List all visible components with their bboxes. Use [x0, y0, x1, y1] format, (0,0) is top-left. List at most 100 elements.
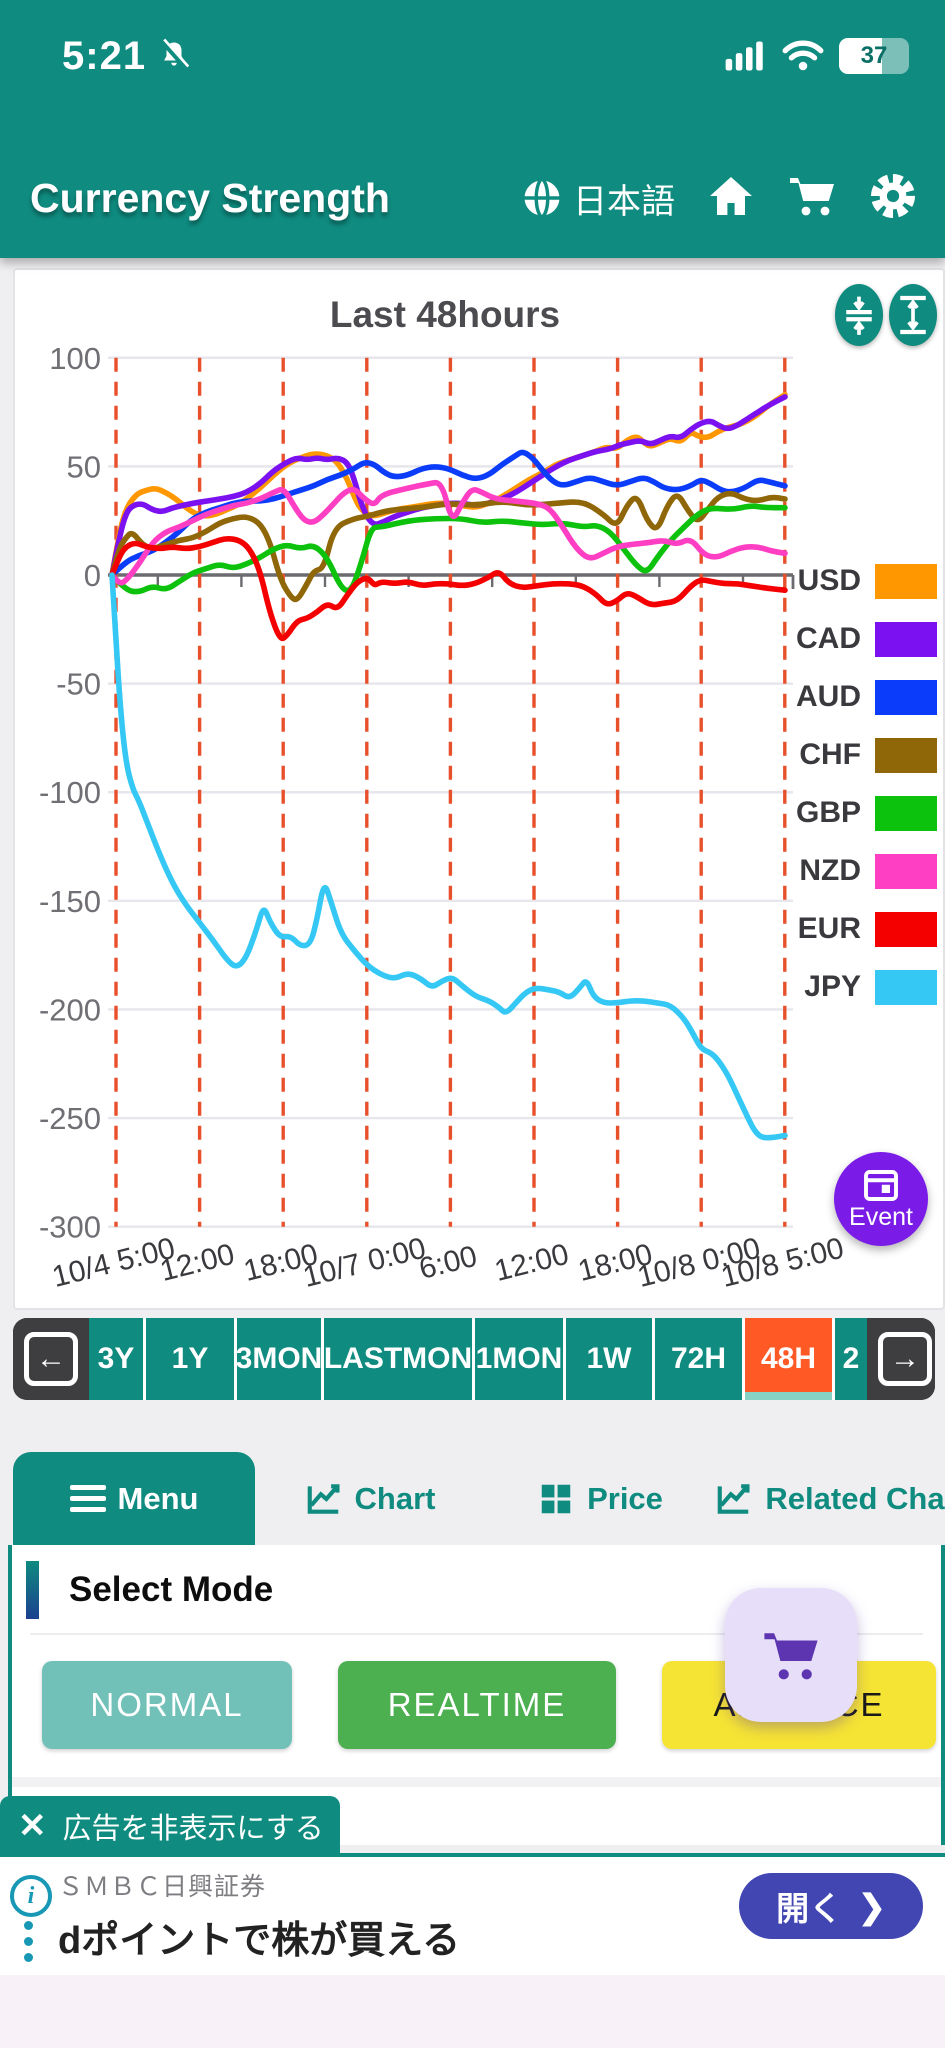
tab-menu[interactable]: Menu [13, 1452, 255, 1545]
ad-open-button[interactable]: 開く ❯ [739, 1873, 923, 1939]
hide-ad-button[interactable]: ✕ 広告を非表示にする [0, 1796, 340, 1856]
divider [30, 1633, 923, 1635]
expand-icon [900, 295, 926, 335]
legend-swatch [875, 621, 937, 657]
series-line-gbp [109, 503, 788, 595]
legend-swatch [875, 795, 937, 831]
legend-label: AUD [796, 680, 861, 713]
event-label: Event [849, 1202, 913, 1231]
legend-label: NZD [799, 854, 861, 887]
legend-label: CHF [799, 738, 861, 771]
ad-headline: dポイントで株が買える [58, 1920, 461, 1962]
arrow-left-icon: ← [24, 1332, 78, 1386]
timeframe-option-lastmon[interactable]: LASTMON [324, 1318, 472, 1400]
legend-item-eur[interactable]: EUR [787, 900, 937, 958]
legend-item-jpy[interactable]: JPY [787, 958, 937, 1016]
tab-chart[interactable]: Chart [255, 1452, 485, 1545]
language-label: 日本語 [573, 182, 675, 221]
bottom-strip [0, 1971, 945, 2048]
y-axis-tick: -100 [39, 775, 101, 810]
cart-icon [764, 1633, 818, 1680]
tab-label: Price [587, 1480, 663, 1516]
close-icon: ✕ [18, 1807, 47, 1845]
chart-title: Last 48hours [329, 294, 561, 335]
timeframe-selector: ← 3Y 1Y 3MON LASTMON 1MON 1W 72H 48H 2 → [13, 1318, 935, 1400]
y-axis-tick: -250 [39, 1101, 101, 1136]
timeframe-option-1y[interactable]: 1Y [146, 1318, 234, 1400]
compress-icon [846, 296, 872, 335]
chart-card: Last 48hours 100 50 0 -50 -100 -150 -200 -250 -3… [13, 268, 945, 1310]
cart-icon [790, 177, 834, 215]
timeframe-option-1mon[interactable]: 1MON [475, 1318, 563, 1400]
legend-item-chf[interactable]: CHF [787, 726, 937, 784]
series-line-chf [109, 490, 788, 603]
wifi-icon [782, 40, 824, 71]
top-bar: 5:21 37 Currency Strength 日本語 [0, 0, 945, 258]
legend-item-cad[interactable]: CAD [787, 610, 937, 668]
y-axis-tick: -300 [39, 1210, 101, 1245]
legend-swatch [875, 737, 937, 773]
bell-slash-icon [156, 38, 192, 74]
ad-advertiser: ＳＭＢＣ日興証券 [58, 1873, 267, 1901]
timeframe-option-48h[interactable]: 48H [745, 1318, 832, 1400]
globe-icon [521, 177, 563, 219]
ad-banner[interactable]: i ＳＭＢＣ日興証券 dポイントで株が買える 開く ❯ [0, 1853, 945, 1975]
status-icons: 37 [725, 38, 909, 74]
legend-label: CAD [796, 622, 861, 655]
cellular-signal-icon [725, 41, 763, 71]
y-axis-tick: -150 [39, 884, 101, 919]
chart-legend: USD CAD AUD CHF GBP NZD EUR JPY [787, 552, 937, 1016]
mode-button-normal[interactable]: NORMAL [42, 1661, 292, 1749]
legend-item-usd[interactable]: USD [787, 552, 937, 610]
language-switch[interactable]: 日本語 [519, 174, 675, 223]
compress-y-button[interactable] [835, 284, 883, 346]
timeframe-option-3mon[interactable]: 3MON [237, 1318, 321, 1400]
series-line-nzd [109, 479, 788, 586]
legend-swatch [875, 969, 937, 1005]
shop-floating-button[interactable] [725, 1588, 857, 1722]
y-axis-tick: 100 [49, 341, 101, 376]
shop-button[interactable] [787, 172, 837, 225]
timeframe-next-button[interactable]: → [867, 1318, 935, 1400]
legend-item-aud[interactable]: AUD [787, 668, 937, 726]
tab-related-cha[interactable]: Related Cha [715, 1452, 945, 1545]
y-axis-tick: 50 [67, 449, 101, 484]
timeframe-prev-button[interactable]: ← [13, 1318, 89, 1400]
grid-icon [541, 1484, 571, 1513]
tab-bar: Menu Chart Price Related Cha [13, 1452, 945, 1545]
mode-button-realtime[interactable]: REALTIME [338, 1661, 616, 1749]
x-axis-tick: 6:00 [416, 1240, 481, 1286]
timeframe-option-1w[interactable]: 1W [566, 1318, 652, 1400]
hide-ad-label: 広告を非表示にする [62, 1813, 324, 1845]
ad-menu-dots-icon[interactable] [24, 1921, 33, 1962]
section-accent-bar [26, 1561, 39, 1619]
home-icon [710, 176, 752, 215]
x-axis-tick: 12:00 [491, 1238, 572, 1288]
line-chart-icon [307, 1483, 340, 1514]
home-button[interactable] [707, 172, 755, 225]
battery-icon: 37 [839, 38, 909, 74]
legend-item-gbp[interactable]: GBP [787, 784, 937, 842]
status-bar: 5:21 37 [0, 28, 945, 84]
section-gap [12, 1777, 941, 1787]
legend-label: JPY [804, 970, 861, 1003]
legend-label: GBP [795, 796, 861, 829]
menu-icon [69, 1479, 106, 1518]
legend-swatch [875, 679, 937, 715]
expand-y-button[interactable] [889, 284, 937, 346]
settings-button[interactable] [869, 172, 917, 225]
tab-price[interactable]: Price [485, 1452, 715, 1545]
legend-item-nzd[interactable]: NZD [787, 842, 937, 900]
series-line-eur [109, 536, 788, 642]
timeframe-option-3y[interactable]: 3Y [89, 1318, 143, 1400]
app-header: Currency Strength 日本語 [0, 158, 945, 238]
tab-label: Chart [354, 1480, 436, 1516]
event-button[interactable]: Event [834, 1152, 928, 1246]
arrow-right-icon: → [878, 1332, 932, 1386]
ad-info-icon[interactable]: i [10, 1875, 52, 1917]
timeframe-option-72h[interactable]: 72H [655, 1318, 742, 1400]
timeframe-option-2[interactable]: 2 [835, 1318, 867, 1400]
legend-swatch [875, 563, 937, 599]
battery-percent: 37 [860, 42, 888, 69]
